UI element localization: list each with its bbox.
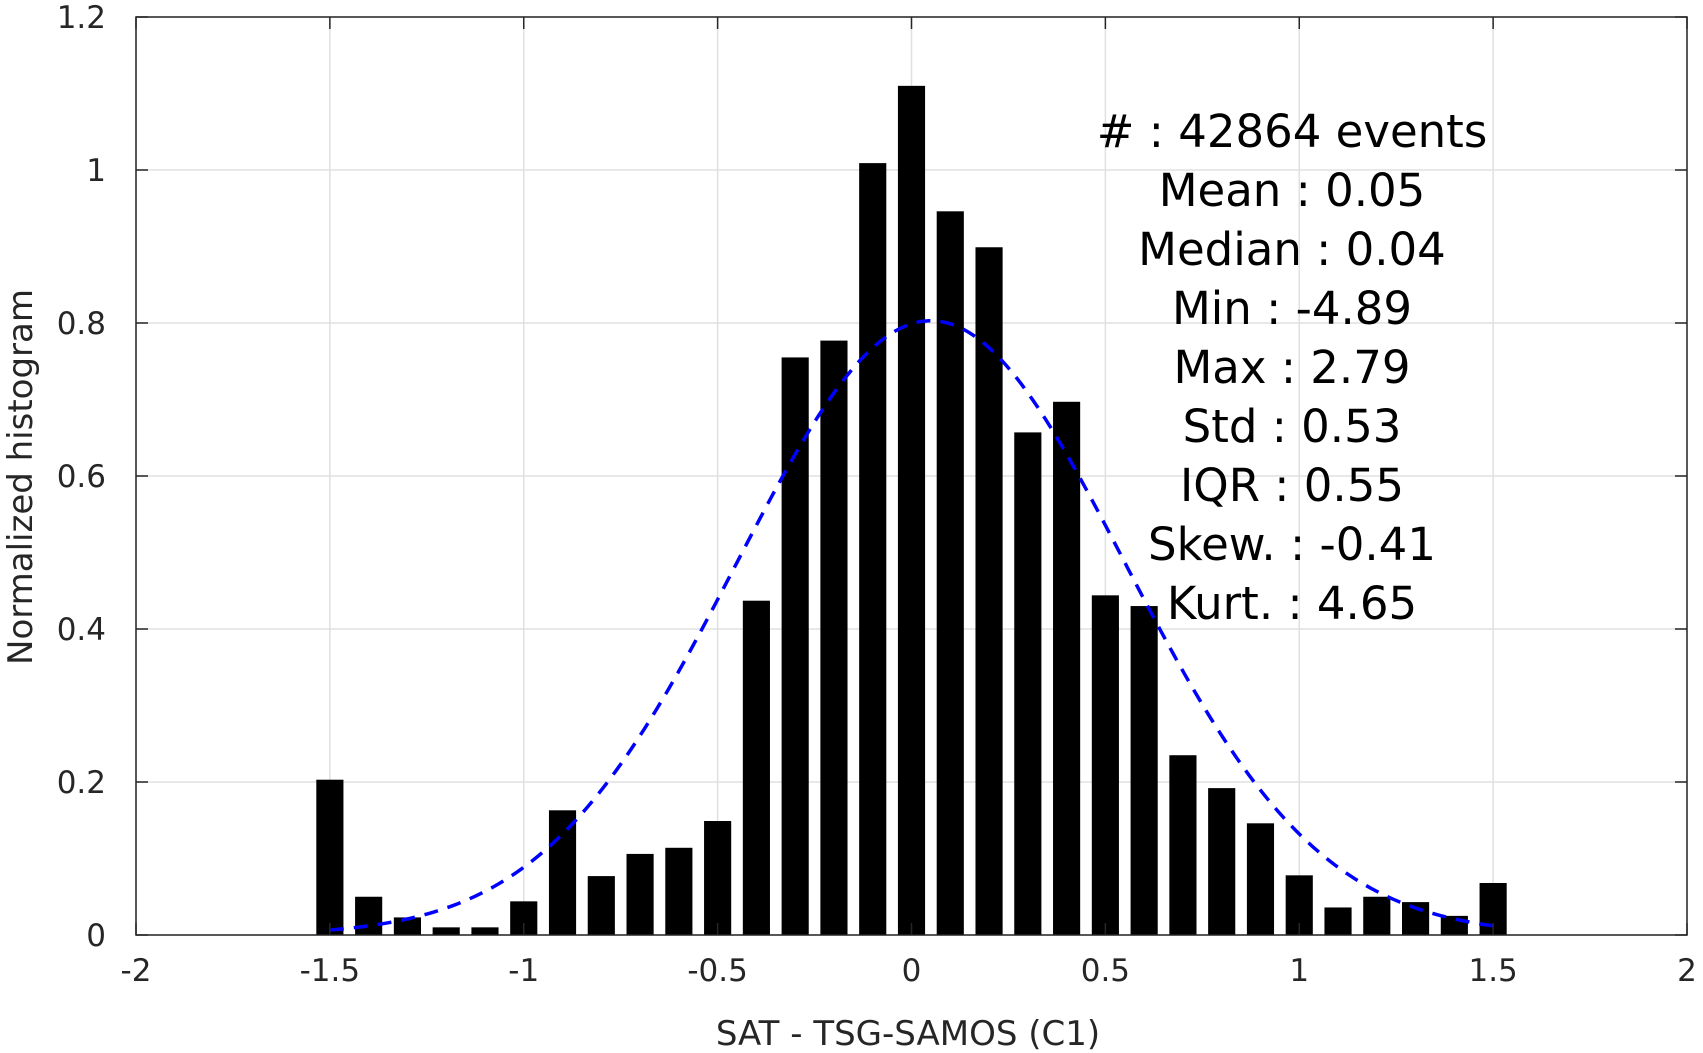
histogram-bar xyxy=(1053,401,1081,935)
histogram-bar xyxy=(820,340,848,936)
stat-value: : 42864 events xyxy=(1149,105,1488,158)
histogram-bar xyxy=(1363,896,1391,935)
histogram-bar xyxy=(936,211,964,935)
x-tick-label: -0.5 xyxy=(687,953,748,989)
histogram-bar xyxy=(1014,432,1042,935)
stat-line: # : 42864 events xyxy=(1097,105,1488,158)
x-tick-labels: -2 -1.5 -1 -0.5 0 0.5 1 1.5 2 xyxy=(121,953,1697,989)
stat-line: Min : -4.89 xyxy=(1172,282,1412,335)
stat-value: : 0.05 xyxy=(1296,164,1426,217)
histogram-bar xyxy=(1169,755,1197,935)
x-tick-label: 1 xyxy=(1289,953,1309,989)
histogram-bar xyxy=(704,821,732,935)
stat-name: IQR xyxy=(1180,459,1274,512)
x-tick-label: -1.5 xyxy=(300,953,361,989)
stat-name: # xyxy=(1097,105,1149,158)
y-axis-title: Normalized histogram xyxy=(1,289,41,665)
histogram-bar xyxy=(1130,606,1158,935)
statistics-annotation: # : 42864 events Mean : 0.05 Median : 0.04… xyxy=(1097,105,1488,630)
x-tick-label: -2 xyxy=(121,953,152,989)
y-tick-label: 0.8 xyxy=(57,306,106,342)
stat-name: Kurt. xyxy=(1167,577,1288,630)
histogram-bar xyxy=(1091,595,1119,935)
stat-value: : -4.89 xyxy=(1266,282,1412,335)
histogram-bar xyxy=(1324,907,1352,935)
normal-fit-curve xyxy=(329,318,1494,932)
histogram-bar xyxy=(316,779,344,935)
y-tick-label: 1 xyxy=(86,153,106,189)
stat-name: Max xyxy=(1173,341,1280,394)
histogram-bar xyxy=(587,876,615,935)
stat-name: Min xyxy=(1172,282,1266,335)
histogram-bar xyxy=(781,357,809,935)
histogram-bar xyxy=(1246,823,1275,935)
y-tick-label: 0.4 xyxy=(57,612,106,648)
histogram-bar xyxy=(975,247,1003,935)
plot-axes xyxy=(135,16,1688,936)
x-axis-title: SAT - TSG-SAMOS (C1) xyxy=(716,1014,1100,1053)
y-tick-label: 0 xyxy=(86,918,106,954)
stat-value: : 0.55 xyxy=(1274,459,1404,512)
histogram-bar xyxy=(548,810,577,935)
histogram-bar xyxy=(1440,915,1468,935)
stat-name: Median xyxy=(1138,223,1316,276)
x-tick-label: 0 xyxy=(902,953,922,989)
histogram-bar xyxy=(471,927,499,935)
stat-line: Std : 0.53 xyxy=(1183,400,1402,453)
y-tick-labels: 0 0.2 0.4 0.6 0.8 1 1.2 xyxy=(57,0,106,954)
histogram-bar xyxy=(355,896,383,935)
histogram-bar xyxy=(432,927,460,935)
plot-frame xyxy=(135,16,1688,936)
stat-value: : 0.04 xyxy=(1316,223,1446,276)
stat-line: Kurt. : 4.65 xyxy=(1167,577,1417,630)
stat-name: Skew. xyxy=(1148,518,1290,571)
stat-line: Skew. : -0.41 xyxy=(1148,518,1436,571)
histogram-bar xyxy=(859,163,887,936)
stat-value: : 2.79 xyxy=(1281,341,1411,394)
histogram-bar xyxy=(665,847,693,935)
x-tick-label: 1.5 xyxy=(1468,953,1517,989)
stat-line: IQR : 0.55 xyxy=(1180,459,1404,512)
histogram-bar xyxy=(626,853,654,935)
stat-value: : 0.53 xyxy=(1272,400,1402,453)
histogram-bar xyxy=(1208,788,1236,935)
histogram-bar xyxy=(742,600,770,935)
stat-name: Std xyxy=(1183,400,1272,453)
stat-line: Mean : 0.05 xyxy=(1159,164,1426,217)
x-tick-label: -1 xyxy=(508,953,539,989)
stat-value: : -0.41 xyxy=(1290,518,1436,571)
stat-line: Median : 0.04 xyxy=(1138,223,1446,276)
y-tick-label: 0.6 xyxy=(57,459,106,495)
y-tick-label: 1.2 xyxy=(57,0,106,36)
histogram-bar xyxy=(393,917,421,935)
x-tick-label: 0.5 xyxy=(1081,953,1130,989)
stat-line: Max : 2.79 xyxy=(1173,341,1410,394)
x-tick-label: 2 xyxy=(1677,953,1697,989)
stat-value: : 4.65 xyxy=(1287,577,1417,630)
y-tick-label: 0.2 xyxy=(57,765,106,801)
stat-name: Mean xyxy=(1159,164,1296,217)
histogram-bar xyxy=(897,85,926,936)
